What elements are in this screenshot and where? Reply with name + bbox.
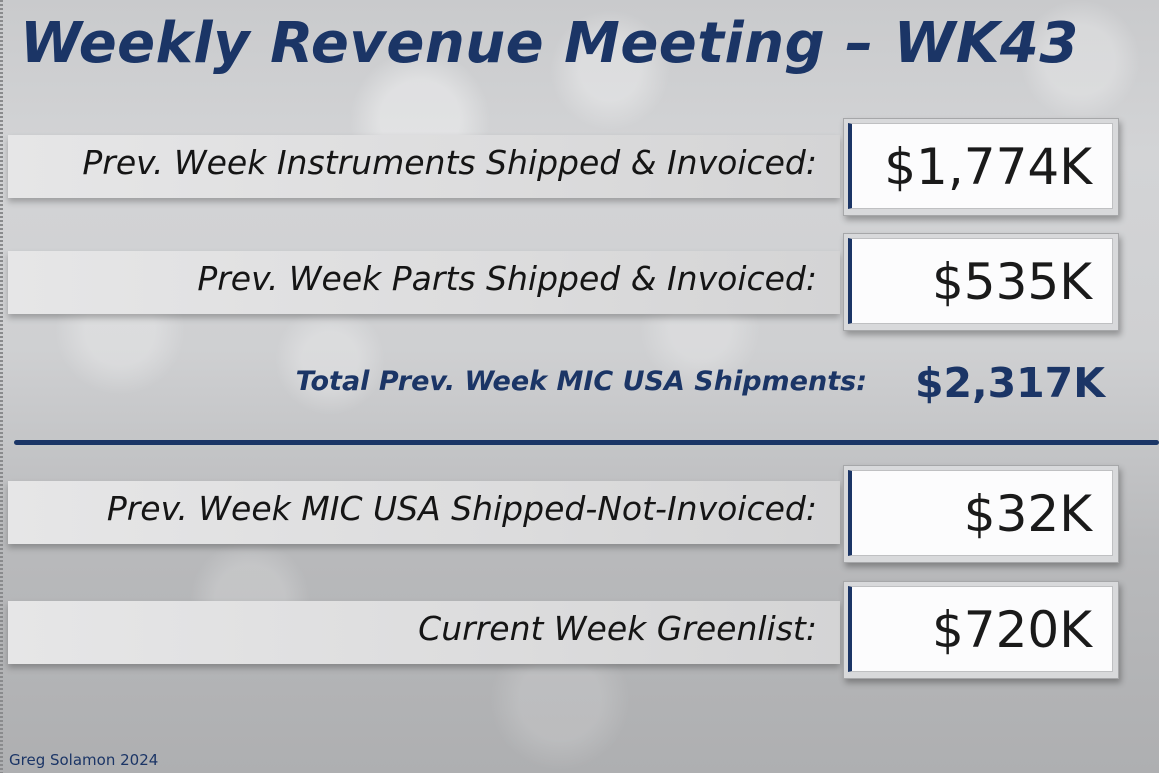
row-band-instruments bbox=[8, 135, 840, 198]
value-box-inner: $535K bbox=[848, 238, 1113, 324]
value-box-inner: $720K bbox=[848, 586, 1113, 672]
value-box-instruments: $1,774K bbox=[843, 118, 1119, 216]
value-greenlist: $720K bbox=[931, 601, 1092, 659]
total-label: Total Prev. Week MIC USA Shipments: bbox=[295, 366, 867, 397]
slide-title: Weekly Revenue Meeting – WK43 bbox=[20, 11, 1079, 76]
value-box-inner: $1,774K bbox=[848, 123, 1113, 209]
value-parts: $535K bbox=[931, 253, 1092, 311]
section-divider bbox=[14, 440, 1159, 445]
value-box-shipped-not-invoiced: $32K bbox=[843, 465, 1119, 563]
value-box-parts: $535K bbox=[843, 233, 1119, 331]
value-instruments: $1,774K bbox=[884, 138, 1092, 196]
value-shipped-not-invoiced: $32K bbox=[963, 485, 1092, 543]
slide-left-border bbox=[0, 0, 3, 773]
row-label-shipped-not-invoiced: Prev. Week MIC USA Shipped-Not-Invoiced: bbox=[106, 489, 817, 528]
value-box-inner: $32K bbox=[848, 470, 1113, 556]
row-band-shipped-not-invoiced bbox=[8, 481, 840, 544]
row-label-instruments: Prev. Week Instruments Shipped & Invoice… bbox=[82, 143, 817, 182]
row-label-greenlist: Current Week Greenlist: bbox=[418, 609, 817, 648]
value-box-greenlist: $720K bbox=[843, 581, 1119, 679]
row-band-greenlist bbox=[8, 601, 840, 664]
row-label-parts: Prev. Week Parts Shipped & Invoiced: bbox=[197, 259, 817, 298]
footer-credit: Greg Solamon 2024 bbox=[9, 751, 159, 769]
total-value: $2,317K bbox=[915, 359, 1105, 407]
row-band-parts bbox=[8, 251, 840, 314]
